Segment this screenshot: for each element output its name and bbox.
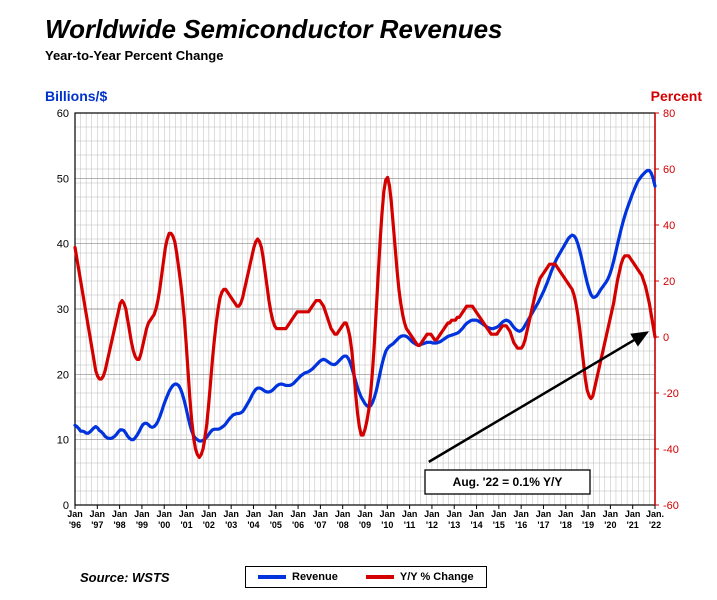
svg-text:-40: -40 (663, 444, 679, 456)
svg-text:'10: '10 (381, 520, 393, 530)
svg-text:Jan.: Jan. (646, 509, 664, 519)
svg-text:Jan: Jan (424, 509, 440, 519)
svg-text:'07: '07 (314, 520, 326, 530)
chart-title: Worldwide Semiconductor Revenues (45, 14, 503, 45)
svg-text:Jan: Jan (603, 509, 619, 519)
svg-text:Jan: Jan (335, 509, 351, 519)
svg-text:'09: '09 (359, 520, 371, 530)
svg-text:60: 60 (663, 164, 675, 176)
svg-text:'04: '04 (247, 520, 259, 530)
svg-text:'02: '02 (203, 520, 215, 530)
svg-text:'00: '00 (158, 520, 170, 530)
svg-text:'20: '20 (604, 520, 616, 530)
svg-text:Jan: Jan (134, 509, 150, 519)
svg-text:'19: '19 (582, 520, 594, 530)
svg-text:'98: '98 (114, 520, 126, 530)
svg-text:'18: '18 (560, 520, 572, 530)
legend-item-yoy: Y/Y % Change (366, 571, 474, 583)
svg-text:Aug. '22 = 0.1% Y/Y: Aug. '22 = 0.1% Y/Y (453, 475, 563, 489)
legend-label-revenue: Revenue (292, 571, 338, 583)
legend-item-revenue: Revenue (258, 571, 338, 583)
svg-text:Jan: Jan (357, 509, 373, 519)
chart-canvas: Aug. '22 = 0.1% Y/Y Jan'96Jan'97Jan'98Ja… (30, 105, 695, 545)
svg-text:Jan: Jan (201, 509, 217, 519)
svg-text:Jan: Jan (246, 509, 262, 519)
svg-text:'99: '99 (136, 520, 148, 530)
svg-text:'05: '05 (270, 520, 282, 530)
svg-text:Jan: Jan (268, 509, 284, 519)
y-axis-left-label: Billions/$ (45, 88, 107, 104)
svg-text:20: 20 (663, 276, 675, 288)
svg-text:Jan: Jan (380, 509, 396, 519)
y-axis-right-label: Percent (651, 88, 702, 104)
svg-text:'06: '06 (292, 520, 304, 530)
legend-swatch-yoy (366, 575, 394, 579)
svg-text:-20: -20 (663, 388, 679, 400)
svg-text:'97: '97 (91, 520, 103, 530)
svg-text:Jan: Jan (313, 509, 329, 519)
svg-text:Jan: Jan (625, 509, 641, 519)
svg-text:Jan: Jan (90, 509, 106, 519)
svg-text:Jan: Jan (67, 509, 83, 519)
chart-subtitle: Year-to-Year Percent Change (45, 48, 223, 63)
svg-text:'11: '11 (404, 520, 416, 530)
svg-text:10: 10 (57, 435, 69, 447)
svg-text:'22: '22 (649, 520, 661, 530)
svg-text:Jan: Jan (290, 509, 306, 519)
svg-text:'17: '17 (537, 520, 549, 530)
svg-text:Jan: Jan (112, 509, 128, 519)
svg-text:50: 50 (57, 173, 69, 185)
svg-text:'03: '03 (225, 520, 237, 530)
svg-text:'16: '16 (515, 520, 527, 530)
svg-text:60: 60 (57, 108, 69, 120)
svg-text:'01: '01 (180, 520, 192, 530)
svg-text:'13: '13 (448, 520, 460, 530)
svg-text:Jan: Jan (469, 509, 485, 519)
svg-text:Jan: Jan (402, 509, 418, 519)
svg-text:'15: '15 (493, 520, 505, 530)
svg-text:'08: '08 (337, 520, 349, 530)
svg-text:Jan: Jan (179, 509, 195, 519)
legend-label-yoy: Y/Y % Change (400, 571, 474, 583)
svg-text:80: 80 (663, 108, 675, 120)
source-text: Source: WSTS (80, 570, 170, 585)
svg-text:'96: '96 (69, 520, 81, 530)
svg-text:0: 0 (63, 500, 69, 512)
svg-text:Jan: Jan (513, 509, 529, 519)
svg-text:30: 30 (57, 304, 69, 316)
svg-text:-60: -60 (663, 500, 679, 512)
svg-text:40: 40 (57, 239, 69, 251)
svg-text:20: 20 (57, 369, 69, 381)
svg-text:'21: '21 (627, 520, 639, 530)
svg-text:Jan: Jan (558, 509, 574, 519)
legend: Revenue Y/Y % Change (245, 566, 487, 588)
svg-text:Jan: Jan (223, 509, 239, 519)
svg-text:Jan: Jan (580, 509, 596, 519)
svg-text:Jan: Jan (446, 509, 462, 519)
legend-swatch-revenue (258, 575, 286, 579)
svg-text:'12: '12 (426, 520, 438, 530)
svg-text:Jan: Jan (491, 509, 507, 519)
svg-text:'14: '14 (470, 520, 482, 530)
svg-text:40: 40 (663, 220, 675, 232)
svg-text:0: 0 (663, 332, 669, 344)
svg-text:Jan: Jan (156, 509, 172, 519)
svg-text:Jan: Jan (536, 509, 552, 519)
